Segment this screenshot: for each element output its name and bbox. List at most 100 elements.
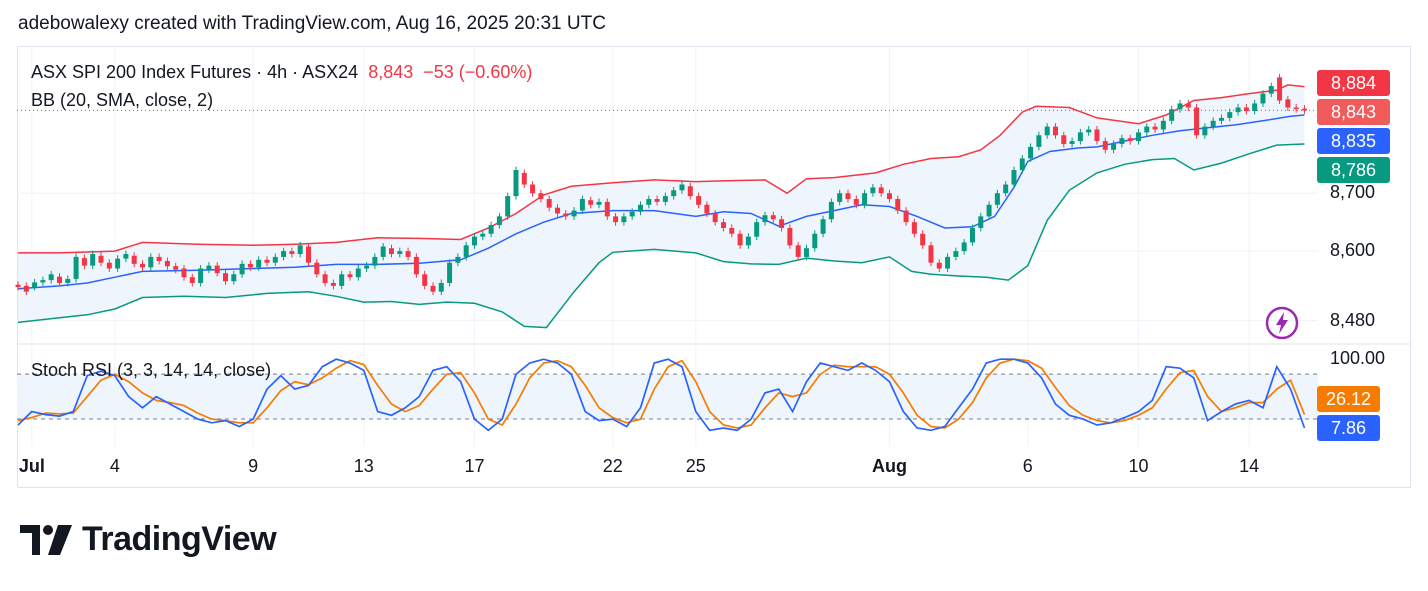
candle — [231, 274, 237, 282]
tv-logo-icon — [20, 524, 72, 555]
candle — [621, 216, 627, 223]
candle — [156, 256, 162, 261]
candle — [687, 186, 693, 197]
candle — [712, 213, 718, 223]
candle — [596, 201, 602, 205]
candle — [1277, 77, 1283, 101]
candle — [430, 285, 436, 292]
candle — [920, 233, 926, 246]
candle — [870, 187, 876, 194]
candle — [762, 215, 768, 223]
candle — [347, 274, 353, 278]
candle — [355, 268, 361, 278]
candle — [895, 199, 901, 211]
logo-text: TradingView — [82, 520, 277, 558]
candle — [256, 259, 262, 268]
time-axis-label: Jul — [18, 456, 45, 476]
time-axis-label: Aug — [871, 456, 907, 476]
time-axis-label: 6 — [1022, 456, 1033, 476]
candle — [646, 199, 652, 205]
candle — [828, 201, 834, 220]
candles-group — [15, 73, 1307, 296]
candle — [40, 280, 46, 283]
bb-lower-line — [17, 143, 1305, 329]
candle — [297, 245, 303, 255]
candle — [505, 196, 511, 217]
candle — [1177, 103, 1183, 110]
candle — [222, 273, 228, 282]
candle — [945, 256, 951, 269]
time-axis-label: 14 — [1239, 456, 1260, 476]
candle — [604, 201, 610, 217]
bb-upper-line — [18, 84, 1305, 254]
candle — [65, 278, 71, 283]
candle — [56, 276, 62, 283]
candle — [131, 255, 137, 264]
candle — [936, 262, 942, 269]
bollinger-band-fill — [18, 84, 1305, 328]
candle — [812, 233, 818, 249]
candle — [90, 254, 96, 266]
chart-frame[interactable] — [17, 46, 1411, 488]
lightning-icon[interactable] — [1265, 306, 1299, 340]
price-legend: ASX SPI 200 Index Futures · 4h · ASX24 8… — [31, 62, 532, 83]
candle — [729, 227, 735, 234]
candle — [413, 256, 419, 275]
candle — [953, 251, 959, 257]
candle — [737, 233, 743, 246]
time-axis-label: 25 — [685, 456, 706, 476]
candle — [1086, 129, 1092, 133]
candle — [1218, 117, 1224, 121]
stoch-d-line — [17, 358, 1306, 429]
price-axis-label: 8,600 — [1330, 240, 1376, 261]
candle — [1077, 132, 1083, 142]
candle — [546, 199, 552, 208]
stoch-k-line — [17, 358, 1306, 432]
candle — [247, 263, 253, 268]
candle — [81, 258, 87, 266]
candle — [554, 207, 560, 214]
candle — [853, 199, 859, 205]
candle — [1102, 141, 1108, 150]
candle — [289, 251, 295, 255]
candle — [189, 277, 195, 283]
candle — [1135, 132, 1141, 142]
osc-tag: 7.86 — [1317, 415, 1380, 441]
time-axis-label: 13 — [353, 456, 374, 476]
candle — [488, 225, 494, 234]
time-axis-label: 4 — [109, 456, 120, 476]
time-axis-label: 22 — [602, 456, 623, 476]
candle — [770, 215, 776, 220]
candle — [73, 256, 79, 279]
osc-tag: 26.12 — [1317, 386, 1380, 412]
candle — [339, 274, 345, 286]
candle — [629, 211, 635, 217]
time-axis-label: 17 — [464, 456, 485, 476]
candle — [314, 262, 320, 275]
candle — [164, 260, 170, 267]
candle — [1127, 138, 1133, 142]
candle — [15, 284, 21, 288]
candle — [538, 193, 544, 199]
candle — [878, 187, 884, 194]
candle — [1019, 158, 1025, 171]
candle — [438, 282, 444, 292]
tradingview-logo[interactable]: TradingView — [20, 520, 277, 559]
candle — [239, 263, 245, 275]
candle — [405, 251, 411, 257]
candle — [1144, 126, 1150, 133]
candle — [32, 282, 38, 288]
candle — [745, 236, 751, 246]
candle — [671, 190, 677, 197]
candle — [181, 268, 187, 278]
candle — [1069, 141, 1075, 144]
candle — [48, 274, 54, 281]
candle — [98, 255, 104, 263]
candle — [1028, 146, 1034, 159]
candle — [978, 216, 984, 228]
candle — [886, 193, 892, 199]
candle — [1301, 108, 1307, 111]
candle — [1260, 93, 1266, 104]
candle — [754, 222, 760, 237]
